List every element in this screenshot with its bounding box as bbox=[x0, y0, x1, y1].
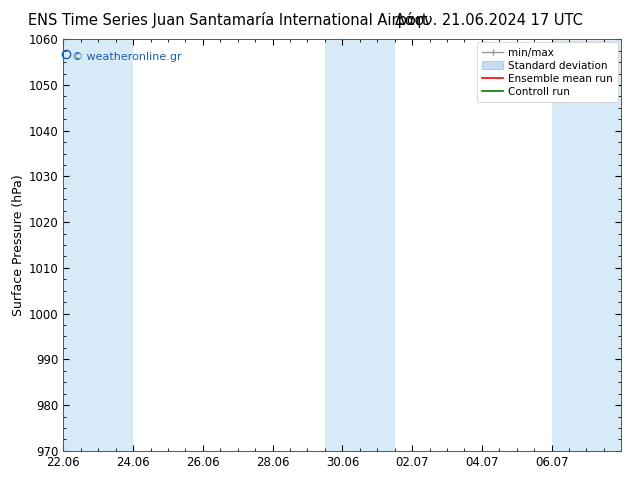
Bar bbox=[325, 39, 394, 451]
Legend: min/max, Standard deviation, Ensemble mean run, Controll run: min/max, Standard deviation, Ensemble me… bbox=[477, 42, 618, 102]
Bar bbox=[63, 39, 133, 451]
Bar bbox=[552, 39, 621, 451]
Text: ENS Time Series Juan Santamaría International Airport: ENS Time Series Juan Santamaría Internat… bbox=[29, 12, 428, 28]
Text: Δάφν. 21.06.2024 17 UTC: Δάφν. 21.06.2024 17 UTC bbox=[396, 12, 583, 28]
Text: © weatheronline.gr: © weatheronline.gr bbox=[72, 51, 181, 62]
Y-axis label: Surface Pressure (hPa): Surface Pressure (hPa) bbox=[11, 174, 25, 316]
